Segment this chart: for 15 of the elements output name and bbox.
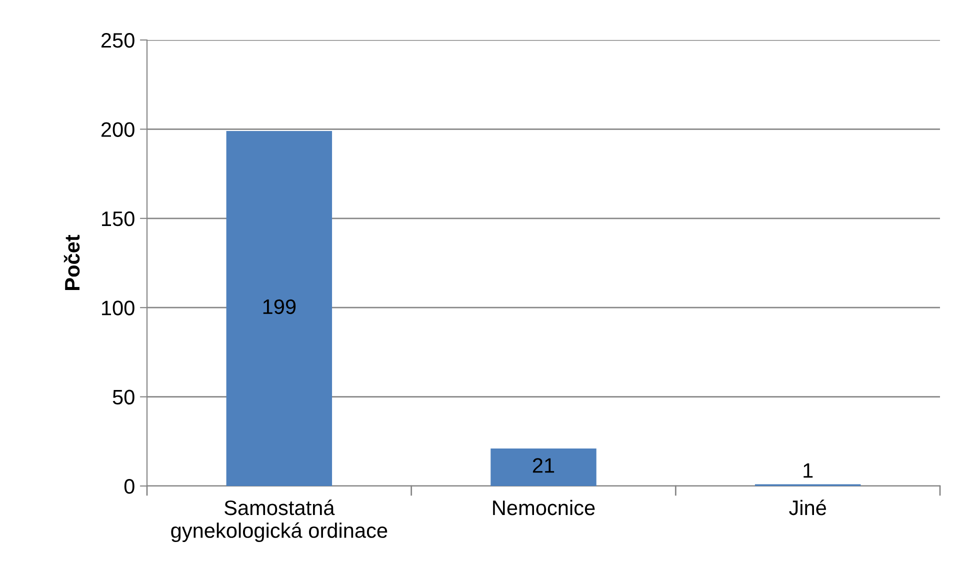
x-tick-label: Jiné	[789, 500, 826, 516]
y-tick-label: 250	[101, 33, 134, 48]
y-axis-title: Počet	[64, 234, 80, 290]
x-tick-label: Samostatná gynekologická ordinace	[171, 500, 388, 542]
bar	[226, 130, 332, 486]
bar	[490, 448, 596, 486]
y-tick-label: 200	[101, 122, 134, 137]
y-tick-label: 100	[102, 300, 134, 316]
data-label: 21	[532, 458, 554, 473]
y-tick-label: 150	[102, 211, 134, 226]
y-tick-label: 0	[124, 479, 134, 494]
data-label: 1	[804, 463, 813, 478]
y-tick-label: 50	[112, 390, 134, 405]
data-label: 199	[263, 299, 296, 314]
x-tick-label: Nemocnice	[493, 500, 595, 516]
